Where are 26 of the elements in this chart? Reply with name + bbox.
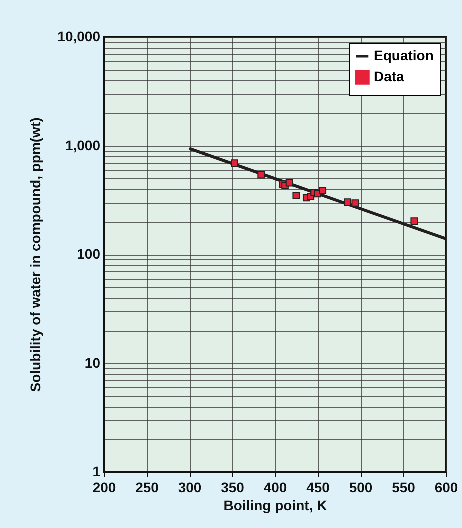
- y-tick-label: 10,000: [58, 28, 101, 44]
- y-tick-label: 10: [84, 354, 101, 371]
- point: [286, 179, 294, 187]
- point: [319, 187, 327, 194]
- x-tick-label: 450: [306, 480, 330, 496]
- x-tick-label: 400: [264, 480, 288, 496]
- point: [231, 160, 238, 167]
- y-axis-title: Solubility of water in compound, ppm(wt): [28, 118, 44, 392]
- x-tick-label: 200: [92, 480, 116, 496]
- point: [344, 198, 352, 206]
- y-tick-label: 1: [92, 464, 101, 480]
- x-tick-label: 550: [392, 480, 416, 496]
- legend-label: Equation: [374, 48, 434, 64]
- point: [292, 192, 300, 200]
- legend-label: Data: [374, 68, 405, 84]
- y-tick-label: 1,000: [65, 137, 101, 154]
- y-tick-label: 100: [77, 246, 101, 262]
- x-tick-label: 300: [178, 480, 202, 496]
- x-axis-title: Boiling point, K: [224, 498, 328, 514]
- point: [352, 200, 360, 207]
- point: [410, 218, 418, 225]
- x-tick-label: 500: [349, 480, 373, 496]
- x-tick-label: 600: [434, 480, 458, 496]
- x-tick-label: 350: [221, 480, 245, 496]
- x-tick-label: 250: [136, 480, 160, 496]
- point: [258, 171, 265, 179]
